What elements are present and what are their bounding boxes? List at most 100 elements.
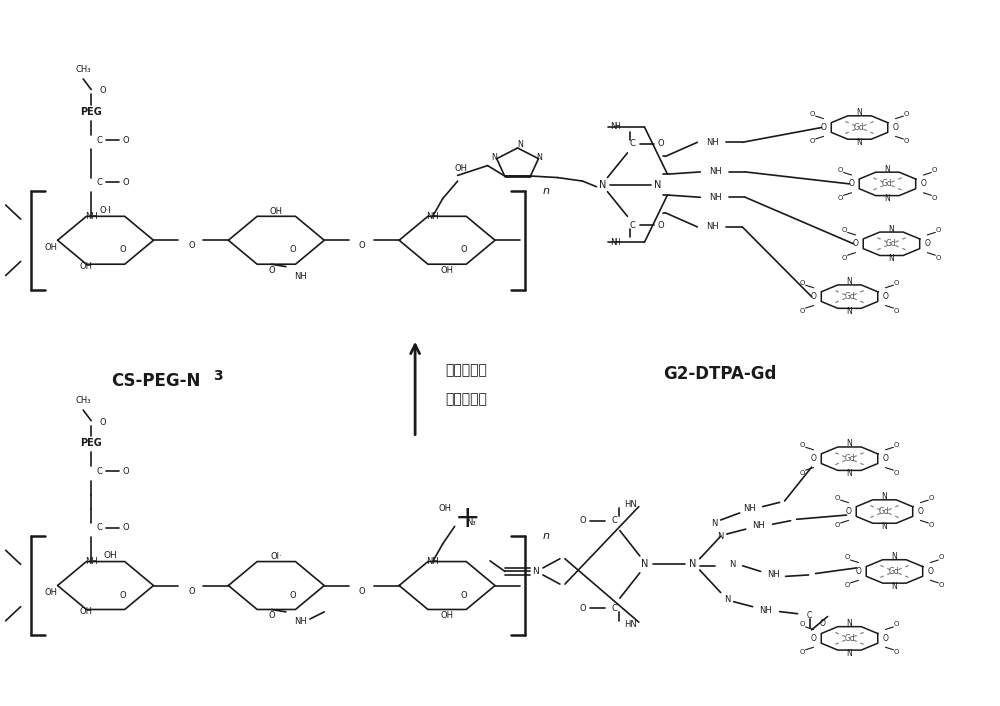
Text: OH: OH [45,588,58,597]
Text: O: O [894,650,899,655]
Text: PEG: PEG [80,107,102,117]
Text: NH: NH [759,606,772,615]
Text: O: O [894,469,899,476]
Text: O: O [894,280,899,286]
Text: 五水偿颐铜: 五水偿颐铜 [445,392,487,406]
Text: O: O [904,138,909,145]
Text: C: C [96,523,102,532]
Text: O: O [800,308,805,313]
Text: NH: NH [85,212,98,221]
Text: O: O [838,195,843,201]
Text: 抗坐血颐钔: 抗坐血颐钔 [445,364,487,378]
Text: O: O [810,138,815,145]
Text: O: O [461,591,467,599]
Text: HN: HN [624,620,637,629]
Text: n: n [543,531,550,542]
Text: O: O [936,227,941,233]
Text: N: N [889,225,894,234]
Text: C: C [807,611,812,620]
Text: O: O [580,516,586,525]
Text: H: H [615,238,620,247]
Text: O: O [835,522,840,529]
Text: C: C [612,516,618,525]
Text: OH: OH [438,504,451,513]
Text: O: O [932,167,937,173]
Text: Gd: Gd [886,239,897,249]
Text: O: O [893,123,898,132]
Text: N: N [654,179,661,190]
Text: CH₃: CH₃ [75,65,91,74]
Text: O: O [936,255,941,261]
Text: NH: NH [709,167,722,176]
Text: O: O [853,239,858,249]
Text: +: + [455,504,481,533]
Text: NH: NH [426,212,439,221]
Text: O: O [800,469,805,476]
Text: OH: OH [80,262,93,271]
Text: O: O [657,139,664,148]
Text: N: N [857,108,862,117]
Text: G2-DTPA-Gd: G2-DTPA-Gd [663,365,776,383]
Text: O: O [845,582,850,588]
Text: O: O [188,241,195,251]
Text: O: O [123,178,129,187]
Text: O: O [917,507,923,516]
Text: O: O [842,227,847,233]
Text: O: O [927,567,933,576]
Text: O: O [938,582,944,588]
Text: O: O [800,621,805,628]
Text: O: O [883,454,888,463]
Text: N: N [847,469,852,478]
Text: O: O [932,195,937,201]
Text: O: O [123,523,129,532]
Text: N: N [847,277,852,287]
Text: OH: OH [45,243,58,252]
Text: 3: 3 [214,369,223,383]
Text: CH₃: CH₃ [75,396,91,405]
Text: O: O [845,554,850,561]
Text: O: O [100,86,106,95]
Text: O: O [188,587,195,596]
Text: PEG: PEG [80,438,102,448]
Text: O: O [811,634,817,643]
Text: N: N [517,140,523,150]
Text: C: C [629,139,635,148]
Text: O: O [883,634,888,643]
Text: N: N [610,122,616,131]
Text: N: N [882,522,887,531]
Text: NH: NH [767,570,780,580]
Text: Gd: Gd [844,634,855,643]
Text: N: N [889,254,894,263]
Text: OH: OH [80,607,93,616]
Text: O: O [849,179,854,189]
Text: N: N [892,582,897,591]
Text: NH: NH [294,272,307,281]
Text: Gd: Gd [854,123,865,132]
Text: O: O [800,442,805,448]
Text: O: O [800,280,805,286]
Text: O: O [904,111,909,116]
Text: N: N [533,567,539,576]
Text: O: O [290,246,296,254]
Text: NH: NH [706,138,719,147]
Text: O: O [811,454,817,463]
Text: O: O [580,604,586,613]
Text: O: O [119,591,126,599]
Text: NH: NH [294,617,307,626]
Text: N: N [689,559,696,569]
Text: N: N [892,552,897,561]
Text: n: n [543,186,550,196]
Text: O: O [894,308,899,313]
Text: O·l: O·l [100,206,111,215]
Text: C: C [96,178,102,187]
Text: N: N [885,194,890,203]
Text: N: N [492,153,497,162]
Text: N: N [847,307,852,316]
Text: N: N [610,238,616,247]
Text: O: O [846,507,851,516]
Text: O: O [268,265,275,275]
Text: OH: OH [270,207,283,216]
Text: O: O [123,136,129,145]
Text: NH: NH [706,222,719,232]
Text: O: O [920,179,926,189]
